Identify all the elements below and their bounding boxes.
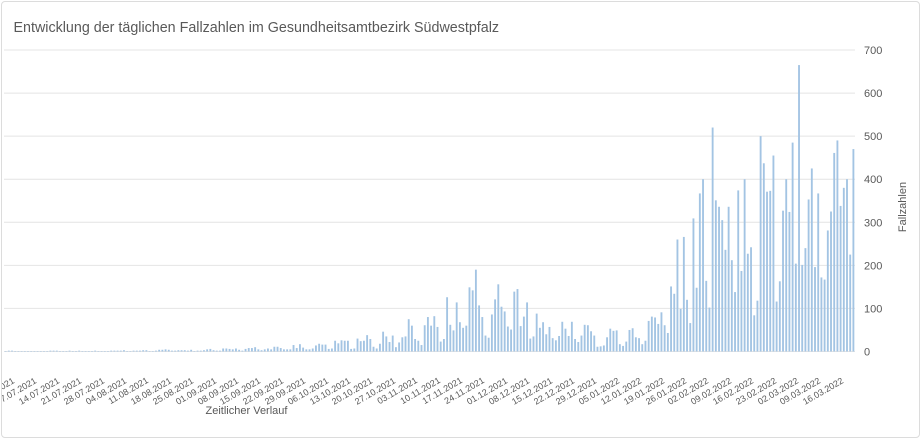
svg-text:100: 100: [864, 303, 882, 315]
svg-text:200: 200: [864, 260, 882, 272]
svg-text:500: 500: [864, 131, 882, 143]
svg-text:0: 0: [864, 346, 870, 358]
svg-text:400: 400: [864, 174, 882, 186]
svg-text:600: 600: [864, 88, 882, 100]
svg-text:700: 700: [864, 45, 882, 57]
svg-text:300: 300: [864, 217, 882, 229]
